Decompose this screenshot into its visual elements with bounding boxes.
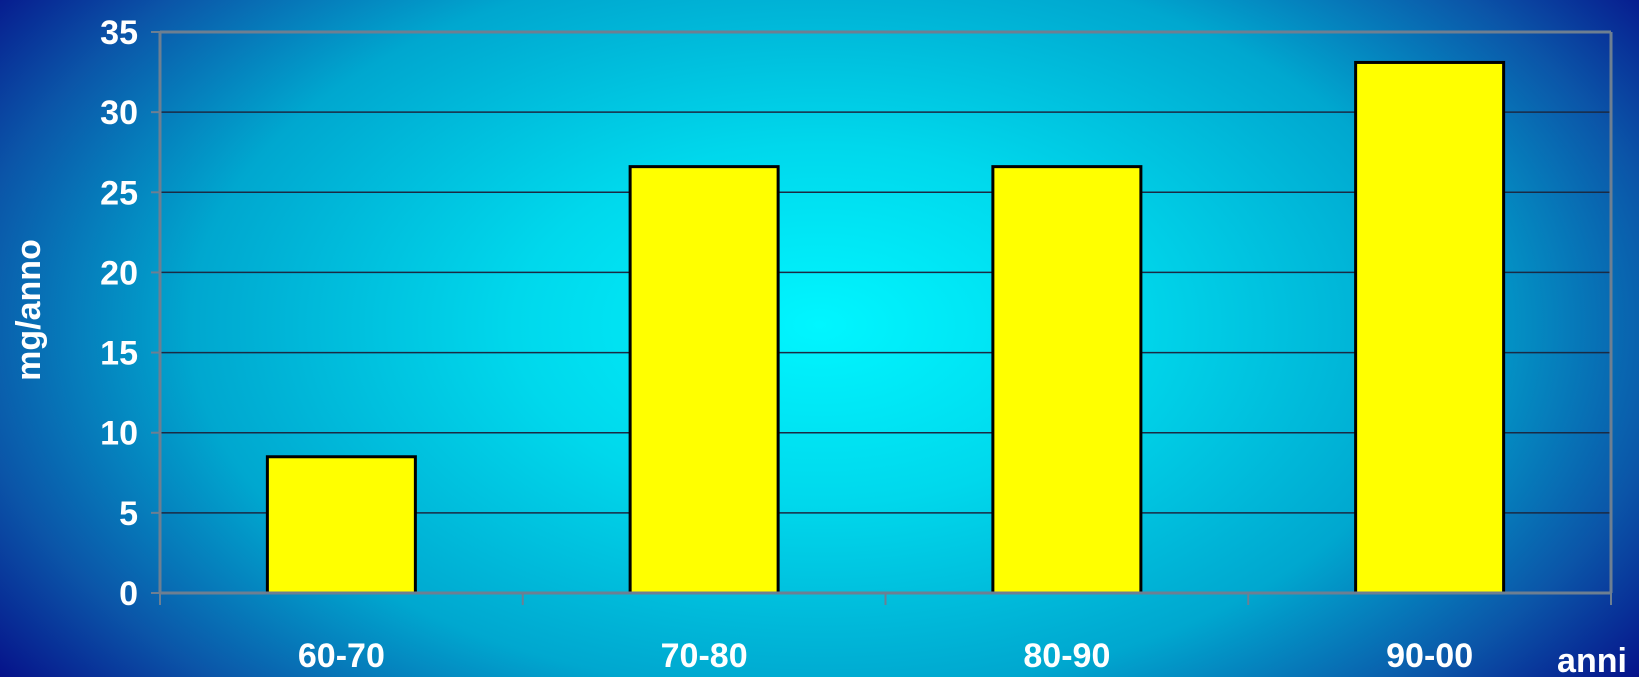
bar-80-90 [991,165,1143,595]
y-tick-label-25: 25 [100,174,138,212]
y-tick-label-20: 20 [100,254,138,292]
bar-70-80 [628,165,780,595]
x-axis-title: anni [1557,642,1627,677]
y-tick-label-30: 30 [100,94,138,132]
bar-90-00 [1354,60,1506,595]
x-tick-label-70-80: 70-80 [661,637,748,675]
y-tick-label-10: 10 [100,415,138,453]
axes [158,30,1613,605]
y-tick-label-5: 5 [119,495,138,533]
bars [265,60,1506,595]
y-axis-title: mg/anno [10,239,48,381]
y-tick-label-15: 15 [100,335,138,373]
y-tick-labels: 0 5 10 15 20 25 30 35 [100,14,160,613]
x-tick-label-90-00: 90-00 [1386,637,1473,675]
x-tick-label-60-70: 60-70 [298,637,385,675]
y-tick-label-0: 0 [119,575,138,613]
x-tick-labels: 60-70 70-80 80-90 90-00 [298,637,1473,675]
x-tick-label-80-90: 80-90 [1023,637,1110,675]
y-tick-label-35: 35 [100,14,138,52]
bar-60-70 [265,455,417,595]
